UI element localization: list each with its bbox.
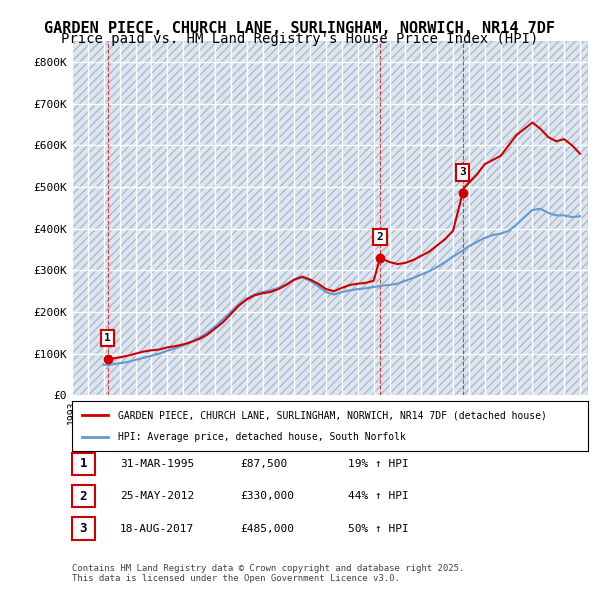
Text: 50% ↑ HPI: 50% ↑ HPI — [348, 524, 409, 533]
Text: 44% ↑ HPI: 44% ↑ HPI — [348, 491, 409, 501]
Text: HPI: Average price, detached house, South Norfolk: HPI: Average price, detached house, Sout… — [118, 432, 406, 442]
Text: 1: 1 — [80, 457, 87, 470]
Text: 2: 2 — [80, 490, 87, 503]
Text: £87,500: £87,500 — [240, 459, 287, 468]
Text: 3: 3 — [459, 168, 466, 178]
Text: 3: 3 — [80, 522, 87, 535]
Text: Contains HM Land Registry data © Crown copyright and database right 2025.
This d: Contains HM Land Registry data © Crown c… — [72, 563, 464, 583]
Text: 25-MAY-2012: 25-MAY-2012 — [120, 491, 194, 501]
Text: GARDEN PIECE, CHURCH LANE, SURLINGHAM, NORWICH, NR14 7DF (detached house): GARDEN PIECE, CHURCH LANE, SURLINGHAM, N… — [118, 410, 547, 420]
Text: 18-AUG-2017: 18-AUG-2017 — [120, 524, 194, 533]
Text: £485,000: £485,000 — [240, 524, 294, 533]
Text: 19% ↑ HPI: 19% ↑ HPI — [348, 459, 409, 468]
Text: GARDEN PIECE, CHURCH LANE, SURLINGHAM, NORWICH, NR14 7DF: GARDEN PIECE, CHURCH LANE, SURLINGHAM, N… — [44, 21, 556, 35]
Text: 31-MAR-1995: 31-MAR-1995 — [120, 459, 194, 468]
Text: Price paid vs. HM Land Registry's House Price Index (HPI): Price paid vs. HM Land Registry's House … — [61, 32, 539, 47]
Text: 2: 2 — [377, 232, 383, 242]
Text: 1: 1 — [104, 333, 111, 343]
Text: £330,000: £330,000 — [240, 491, 294, 501]
